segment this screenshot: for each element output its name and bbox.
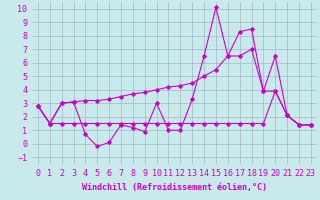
X-axis label: Windchill (Refroidissement éolien,°C): Windchill (Refroidissement éolien,°C)	[82, 183, 267, 192]
